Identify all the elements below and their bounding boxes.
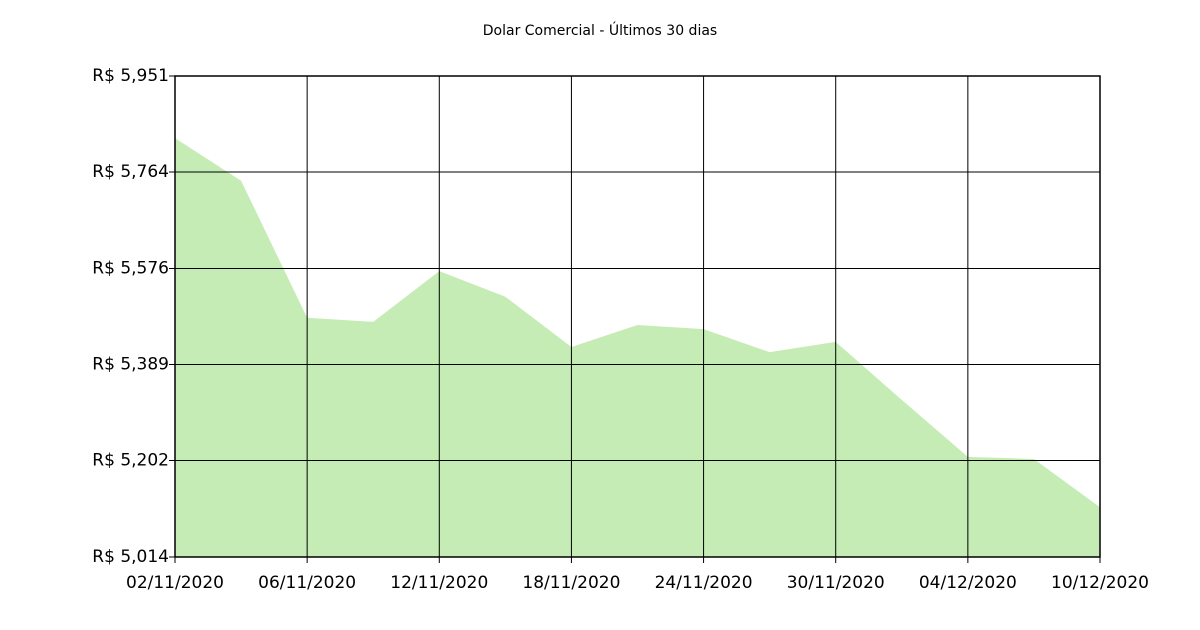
x-tick-label: 10/12/2020 — [1051, 573, 1149, 593]
y-tick-label: R$ 5,202 — [92, 450, 169, 470]
x-tick-label: 18/11/2020 — [522, 573, 620, 593]
y-tick-label: R$ 5,576 — [92, 259, 169, 279]
y-tick-label: R$ 5,389 — [92, 354, 169, 374]
y-tick-label: R$ 5,014 — [92, 547, 169, 567]
plot-border — [174, 75, 1101, 558]
x-tick-label: 06/11/2020 — [258, 573, 356, 593]
x-tick-label: 24/11/2020 — [655, 573, 753, 593]
y-tick-label: R$ 5,951 — [92, 66, 169, 86]
x-tick-label: 02/11/2020 — [126, 573, 224, 593]
chart-title: Dolar Comercial - Últimos 30 dias — [483, 21, 717, 39]
x-tick-label: 12/11/2020 — [390, 573, 488, 593]
x-tick-label: 30/11/2020 — [787, 573, 885, 593]
x-tick-label: 04/12/2020 — [919, 573, 1017, 593]
y-tick-label: R$ 5,764 — [92, 162, 169, 182]
area — [175, 138, 1100, 557]
